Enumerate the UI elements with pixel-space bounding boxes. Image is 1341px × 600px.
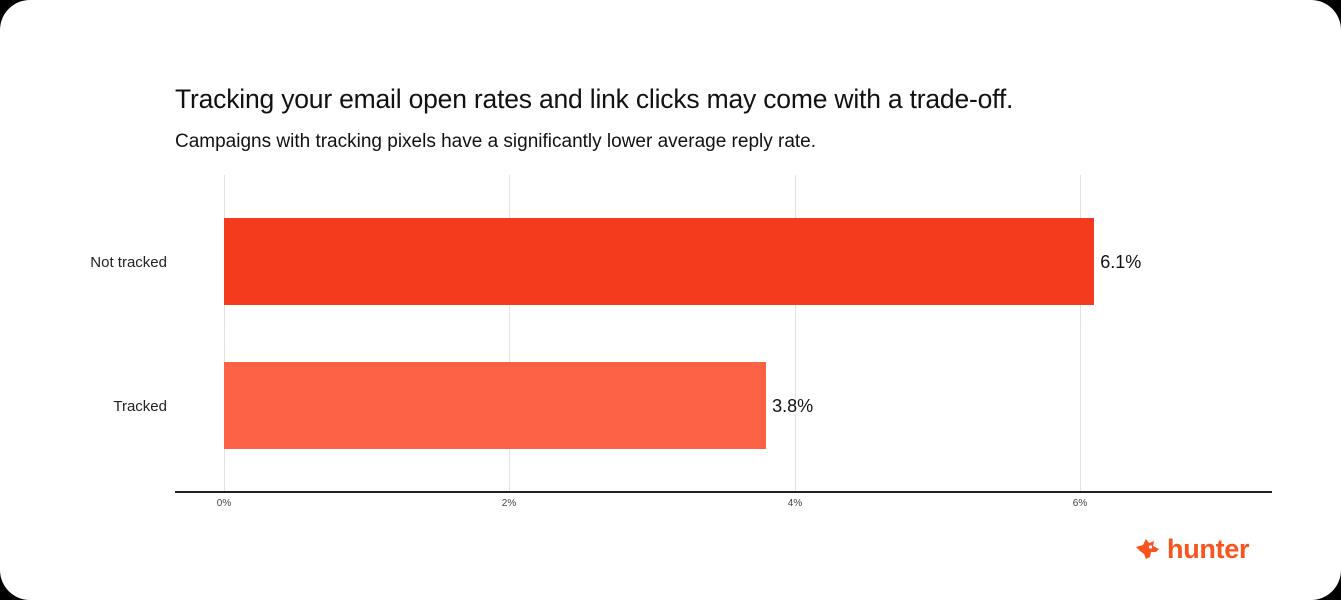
gridline-4 [795,175,796,491]
fox-head-icon [1136,539,1159,559]
category-label-not-tracked: Not tracked [90,254,167,271]
x-tick-label: 4% [787,498,803,509]
hunter-logo: hunter [1135,534,1250,564]
x-tick-label: 2% [501,498,517,509]
chart-title: Tracking your email open rates and link … [175,84,1014,114]
chart-subtitle: Campaigns with tracking pixels have a si… [175,131,817,152]
bar-tracked [224,362,767,449]
x-tick-label: 6% [1072,498,1088,509]
gridline-2 [509,175,510,491]
x-tick-label: 0% [216,498,232,509]
bar-not-tracked [224,218,1095,305]
gridline-6 [1080,175,1081,491]
x-axis-line [175,491,1272,493]
brand-name: hunter [1167,534,1250,564]
bar-value-not-tracked: 6.1% [1100,252,1142,272]
category-label-tracked: Tracked [113,398,167,415]
gridline-0 [224,175,225,491]
bar-value-tracked: 3.8% [772,396,814,416]
